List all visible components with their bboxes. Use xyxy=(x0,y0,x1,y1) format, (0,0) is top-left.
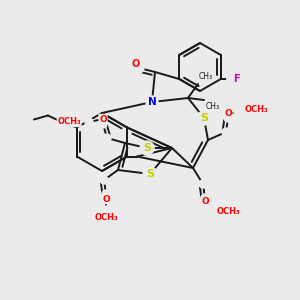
Text: OCH₃: OCH₃ xyxy=(57,118,81,127)
Circle shape xyxy=(140,141,154,155)
Circle shape xyxy=(58,118,68,128)
Circle shape xyxy=(146,96,158,108)
Text: O: O xyxy=(102,194,110,203)
Circle shape xyxy=(102,206,110,214)
Circle shape xyxy=(222,128,230,136)
Circle shape xyxy=(100,176,108,184)
Circle shape xyxy=(227,75,235,83)
Text: O: O xyxy=(201,197,209,206)
Circle shape xyxy=(201,194,209,202)
Circle shape xyxy=(134,63,144,73)
Circle shape xyxy=(85,118,93,126)
Circle shape xyxy=(103,134,111,142)
Circle shape xyxy=(143,167,157,181)
Text: S: S xyxy=(200,113,208,123)
Text: S: S xyxy=(146,169,154,179)
Text: O: O xyxy=(132,59,140,69)
Circle shape xyxy=(99,120,107,128)
Text: OCH₃: OCH₃ xyxy=(245,106,268,115)
Circle shape xyxy=(224,114,232,122)
Text: OCH₃: OCH₃ xyxy=(217,208,241,217)
Text: CH₃: CH₃ xyxy=(206,102,220,111)
Text: OCH₃: OCH₃ xyxy=(94,214,118,223)
Text: CH₃: CH₃ xyxy=(199,72,213,81)
Text: O: O xyxy=(99,115,107,124)
Text: O: O xyxy=(59,118,67,128)
Circle shape xyxy=(102,190,110,198)
Circle shape xyxy=(199,180,207,188)
Text: O: O xyxy=(224,110,232,118)
Text: S: S xyxy=(143,143,151,153)
Text: F: F xyxy=(233,74,240,84)
Circle shape xyxy=(197,111,211,125)
Circle shape xyxy=(209,204,217,212)
Text: N: N xyxy=(148,97,156,107)
Circle shape xyxy=(234,108,242,116)
